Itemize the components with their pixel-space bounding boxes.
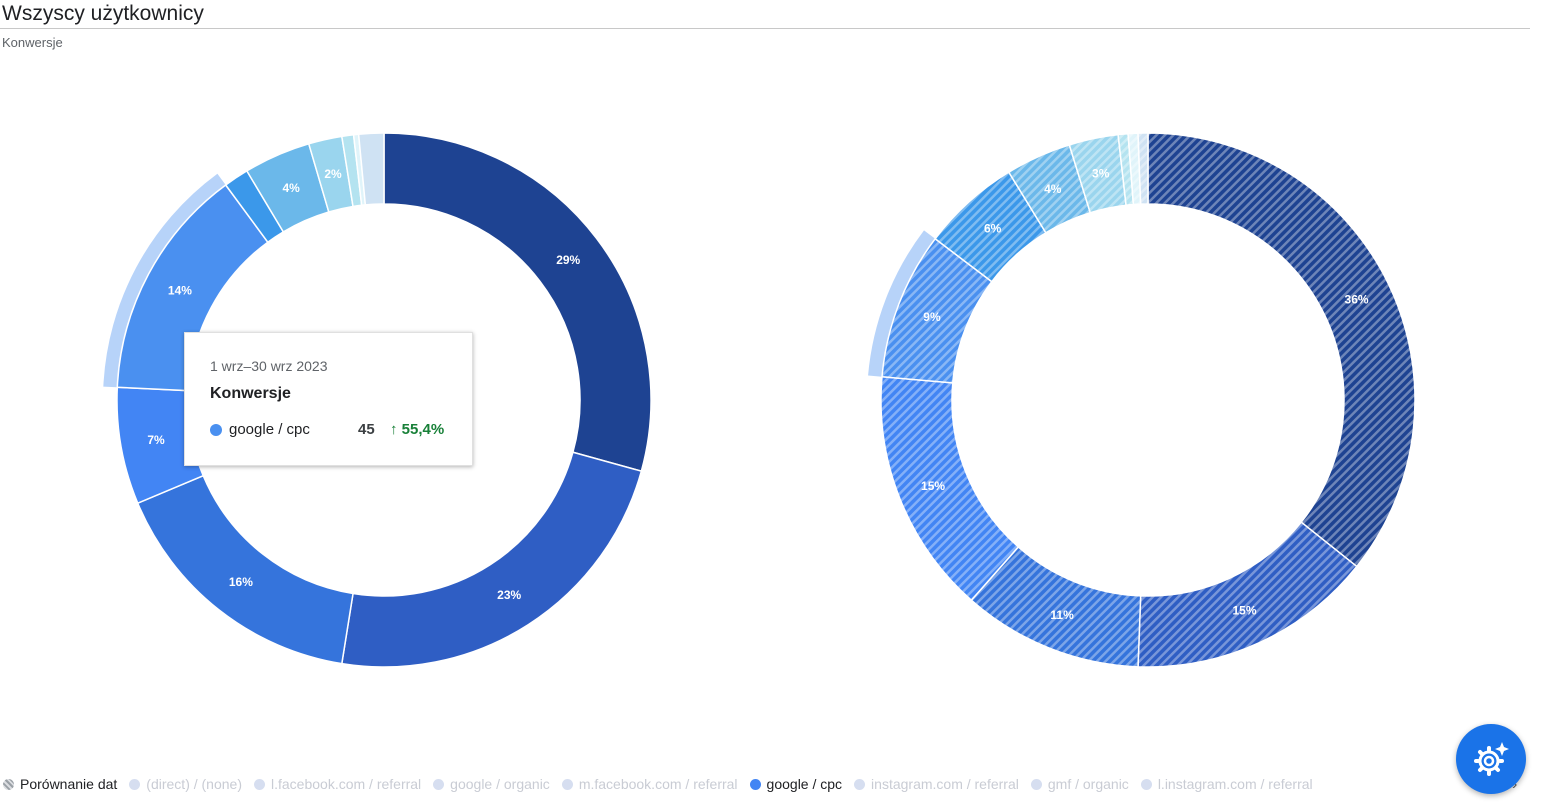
hatched-dot-icon bbox=[3, 778, 14, 790]
donut-slice[interactable] bbox=[880, 375, 1020, 602]
slice-label: 14% bbox=[168, 284, 192, 298]
legend-dot-icon bbox=[1140, 778, 1152, 790]
donut-slice[interactable] bbox=[340, 451, 643, 668]
legend-label: (direct) / (none) bbox=[146, 776, 242, 792]
highlight-ring bbox=[103, 173, 226, 388]
legend-label: l.instagram.com / referral bbox=[1157, 776, 1313, 792]
divider bbox=[0, 28, 1530, 29]
legend-item[interactable]: l.instagram.com / referral bbox=[1140, 776, 1313, 792]
highlight-ring bbox=[868, 230, 936, 377]
slice-label: 36% bbox=[1345, 293, 1369, 307]
arrow-up-icon: ↑ bbox=[390, 421, 402, 438]
legend-dot-icon bbox=[854, 778, 866, 790]
legend-item[interactable]: google / organic bbox=[433, 776, 550, 792]
slice-label: 9% bbox=[923, 310, 941, 324]
legend-dot-icon bbox=[749, 778, 761, 790]
donut-slice[interactable] bbox=[1147, 132, 1416, 568]
slice-label: 4% bbox=[1044, 182, 1062, 196]
page-title: Wszyscy użytkownicy bbox=[2, 2, 204, 25]
legend-label: gmf / organic bbox=[1047, 776, 1129, 792]
metric-subtitle: Konwersje bbox=[2, 35, 63, 50]
slice-label: 4% bbox=[283, 181, 301, 195]
chart-tooltip: 1 wrz–30 wrz 2023 Konwersje google / cpc… bbox=[184, 332, 473, 466]
legend-item[interactable]: gmf / organic bbox=[1030, 776, 1129, 792]
legend-label: Porównanie dat bbox=[20, 776, 118, 792]
legend-item[interactable]: instagram.com / referral bbox=[854, 776, 1019, 792]
legend-dot-icon bbox=[129, 778, 141, 790]
legend-item[interactable]: m.facebook.com / referral bbox=[561, 776, 738, 792]
legend-label: instagram.com / referral bbox=[871, 776, 1019, 792]
donut-slice[interactable] bbox=[357, 132, 385, 206]
series-dot-icon bbox=[210, 423, 222, 436]
tooltip-date: 1 wrz–30 wrz 2023 bbox=[210, 358, 328, 374]
legend-label: l.facebook.com / referral bbox=[271, 776, 422, 792]
tooltip-change: ↑ 55,4% bbox=[390, 421, 444, 438]
slice-label: 15% bbox=[1233, 603, 1257, 617]
legend-item[interactable]: l.facebook.com / referral bbox=[254, 776, 421, 792]
tooltip-change-value: 55,4% bbox=[401, 421, 445, 438]
settings-sparkle-icon bbox=[1474, 742, 1509, 776]
tooltip-metric: Konwersje bbox=[210, 385, 291, 402]
legend-item[interactable]: google / cpc bbox=[749, 776, 843, 792]
legend-label: google / cpc bbox=[766, 776, 843, 792]
legend-dot-icon bbox=[433, 778, 445, 790]
slice-label: 29% bbox=[556, 253, 580, 267]
slice-label: 6% bbox=[984, 221, 1002, 235]
slice-label: 23% bbox=[497, 588, 521, 602]
legend-label: google / organic bbox=[450, 776, 550, 792]
donut-slice[interactable] bbox=[383, 132, 652, 473]
slice-label: 7% bbox=[147, 433, 165, 447]
slice-label: 11% bbox=[1050, 608, 1074, 622]
donut-slice[interactable] bbox=[1137, 132, 1149, 205]
tooltip-value: 45 bbox=[358, 421, 375, 438]
chart-legend: Porównanie dat (direct) / (none) l.facebo… bbox=[3, 776, 1325, 792]
slice-label: 16% bbox=[229, 575, 253, 589]
slice-label: 3% bbox=[1092, 166, 1110, 180]
donut-slice[interactable] bbox=[1137, 521, 1358, 668]
tooltip-series: google / cpc bbox=[229, 421, 310, 438]
insights-fab-button[interactable] bbox=[1456, 724, 1526, 794]
legend-label: m.facebook.com / referral bbox=[578, 776, 738, 792]
donut-slice[interactable] bbox=[136, 474, 354, 665]
slice-label: 2% bbox=[324, 167, 342, 181]
legend-dot-icon bbox=[1030, 778, 1042, 790]
tooltip-row: google / cpc 45 ↑ 55,4% bbox=[210, 421, 460, 438]
legend-item-compare[interactable]: Porównanie dat bbox=[3, 776, 117, 792]
legend-item[interactable]: (direct) / (none) bbox=[129, 776, 242, 792]
slice-label: 15% bbox=[921, 479, 945, 493]
legend-dot-icon bbox=[254, 778, 265, 790]
legend-dot-icon bbox=[561, 778, 573, 790]
